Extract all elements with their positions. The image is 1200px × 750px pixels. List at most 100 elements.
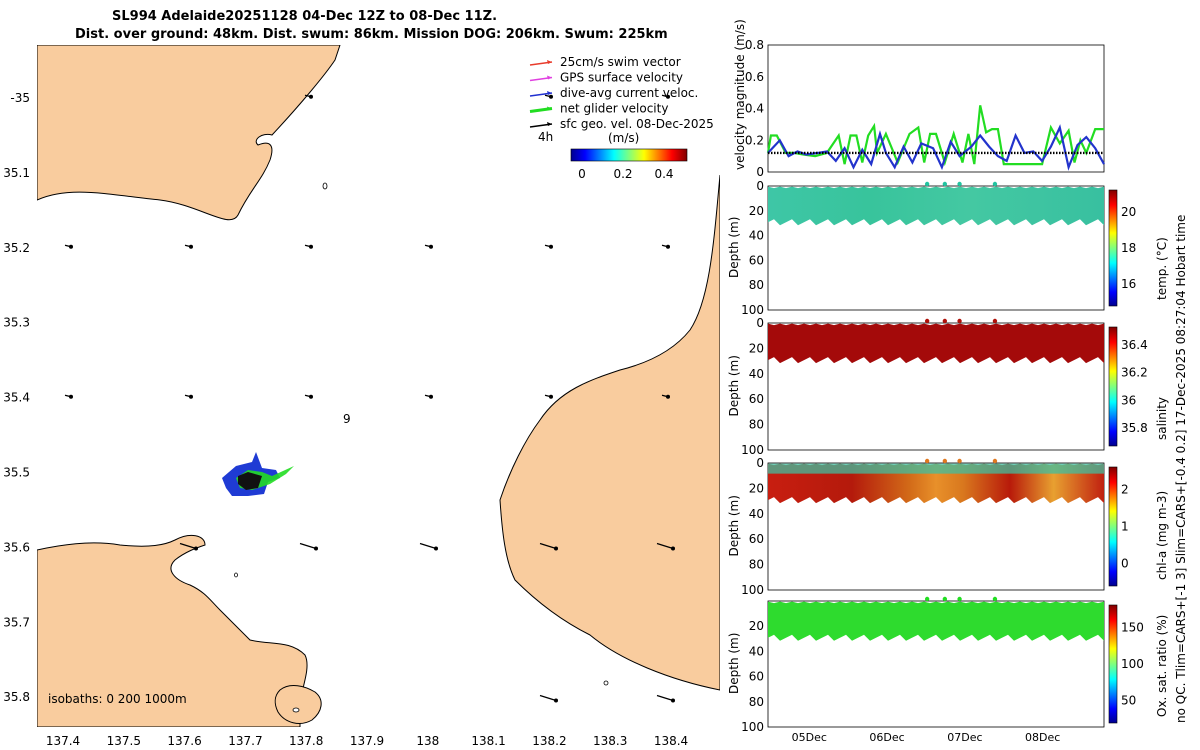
lon-tick-label: 138.1 <box>471 734 505 748</box>
geo-arrow-head <box>189 244 193 249</box>
geo-arrow-head <box>666 94 670 99</box>
geo-arrow-head <box>549 244 553 249</box>
colorbar-axis-label: salinity <box>1155 397 1169 440</box>
legend-swatch-head <box>547 122 552 126</box>
colorbar-tick-label: 36 <box>1121 393 1136 407</box>
geo-arrow-head <box>69 244 73 249</box>
legend-swatch-head <box>547 60 552 64</box>
depth-tick-label: 20 <box>749 619 764 633</box>
lat-tick-label: 35.4 <box>3 391 30 405</box>
geo-arrow-head <box>671 698 675 703</box>
lat-tick-label: 35.3 <box>3 316 30 330</box>
lon-tick-label: 138 <box>416 734 439 748</box>
depth-tick-label: 40 <box>749 229 764 243</box>
map-panel: 9 isobaths: 0 200 1000m 137.4 137.5 137.6 1… <box>3 45 720 748</box>
surfacing-marker <box>924 181 930 187</box>
geo-arrow <box>419 542 438 551</box>
lon-tick-label: 138.3 <box>593 734 627 748</box>
colorbar-tick-label: 35.8 <box>1121 421 1148 435</box>
legend-time-note: 4h <box>538 130 553 144</box>
lat-tick-label: -35 <box>10 91 30 105</box>
colorbar-tick-label: 50 <box>1121 694 1136 708</box>
surfacing-marker <box>942 181 948 187</box>
velocity-tick-label: 0.8 <box>745 38 764 52</box>
depth-tick-label: 80 <box>749 278 764 292</box>
legend-item: sfc geo. vel. 08-Dec-2025 <box>529 117 714 131</box>
depth-tick-label: 80 <box>749 695 764 709</box>
map-land <box>37 45 720 727</box>
legend-item-label: dive-avg current veloc. <box>560 86 698 100</box>
geo-arrow <box>661 394 670 399</box>
depth-axis-label: Depth (m) <box>727 633 741 694</box>
islet <box>292 707 300 713</box>
depth-section-field <box>768 323 1104 364</box>
panel-colorbar <box>1108 604 1118 724</box>
colorbar-tick-label: 18 <box>1121 241 1136 255</box>
geo-arrow-head <box>429 244 433 249</box>
lon-tick-label: 137.7 <box>228 734 262 748</box>
lat-axis: -35 35.1 35.2 35.3 35.4 35.5 35.6 35.7 35.8 <box>3 91 30 704</box>
qc-side-note: no QC. Tlim=CARS+[-1 3] Slim=CARS+[-0.4 … <box>1174 215 1188 723</box>
geo-arrow <box>64 244 73 249</box>
geo-arrow <box>304 394 313 399</box>
depth-section-field <box>768 601 1104 641</box>
panel-2: 0 20 40 60 80 100 Depth (m) 16 18 20 temp. (°C) <box>727 179 1169 317</box>
depth-tick-label: 80 <box>749 558 764 572</box>
lon-tick-label: 138.4 <box>654 734 688 748</box>
panel-4: 0 20 40 60 80 100 Depth (m) 0 1 2 chl-a (mg m-3) <box>727 456 1169 597</box>
geo-arrow-head <box>554 546 558 551</box>
geo-arrow <box>656 542 675 551</box>
colorbar-tick-label: 150 <box>1121 620 1144 634</box>
geo-arrow <box>424 394 433 399</box>
geo-arrow-shaft <box>419 542 437 550</box>
colorbar-tick-label: 36.4 <box>1121 338 1148 352</box>
geo-arrow-shaft <box>299 542 317 550</box>
surfacing-marker <box>957 596 962 602</box>
depth-tick-label: 60 <box>749 532 764 546</box>
geo-arrow-head <box>194 546 198 551</box>
panel-3: 0 20 40 60 80 100 Depth (m) 35.8 36 36.2 36.4 salin… <box>727 316 1169 457</box>
geo-arrow-head <box>549 394 553 399</box>
legend-item: dive-avg current veloc. <box>529 86 698 100</box>
geo-arrow <box>539 694 558 703</box>
lat-tick-label: 35.1 <box>3 166 30 180</box>
geo-arrow <box>544 244 553 249</box>
land-kangaroo-island <box>37 534 308 727</box>
isobaths-label: isobaths: 0 200 1000m <box>48 692 187 706</box>
legend-swatch-head <box>547 75 552 80</box>
velocity-tick-label: 0.2 <box>745 133 764 147</box>
geo-arrow-head <box>429 394 433 399</box>
surfacing-marker <box>924 596 930 602</box>
chl-surface-layer <box>768 463 1104 474</box>
geo-arrow-shaft <box>179 542 197 550</box>
time-tick-label: 06Dec <box>869 731 904 744</box>
depth-tick-label: 100 <box>741 583 764 597</box>
surfacing-marker <box>957 181 962 187</box>
lat-tick-label: 35.7 <box>3 615 30 629</box>
surfacing-marker <box>992 458 998 464</box>
colorbar-tick-label: 0 <box>1121 557 1129 571</box>
geo-arrow <box>179 542 198 551</box>
speed-colorbar <box>570 148 688 162</box>
legend-item-label: sfc geo. vel. 08-Dec-2025 <box>560 117 714 131</box>
velocity-series-green <box>766 105 1104 167</box>
geo-arrow-head <box>549 94 553 99</box>
geo-arrow <box>184 244 193 249</box>
lon-tick-label: 138.2 <box>532 734 566 748</box>
geo-arrow-head <box>666 394 670 399</box>
lon-tick-label: 137.6 <box>167 734 201 748</box>
colorbar-tick-label: 100 <box>1121 657 1144 671</box>
geo-arrow <box>661 94 670 99</box>
geo-arrow-shaft <box>656 694 674 702</box>
lon-tick-label: 137.4 <box>46 734 80 748</box>
glider-track <box>222 452 294 496</box>
velocity-axis-label: velocity magnitude (m/s) <box>733 19 747 170</box>
panel-colorbar <box>1108 189 1118 307</box>
geo-arrow <box>304 94 313 99</box>
depth-tick-label: 100 <box>741 720 764 734</box>
geo-arrow-head <box>69 394 73 399</box>
legend-item-label: net glider velocity <box>560 102 668 116</box>
geo-arrow-shaft <box>539 542 557 550</box>
lon-tick-label: 137.8 <box>289 734 323 748</box>
surfacing-marker <box>957 318 962 324</box>
